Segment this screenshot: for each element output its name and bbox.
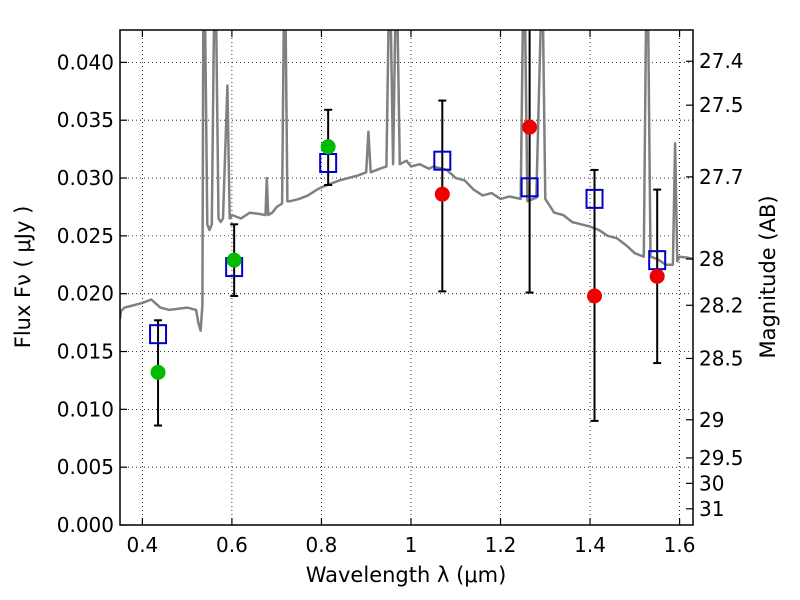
plot-area	[120, 30, 693, 427]
y-tick-label: 0.000	[57, 513, 114, 537]
y-tick-label: 0.010	[57, 397, 114, 421]
y-tick-label: 0.040	[57, 50, 114, 74]
right-tick-label: 28	[699, 247, 724, 271]
y-tick-label: 0.020	[57, 282, 114, 306]
y-tick-label: 0.005	[57, 455, 114, 479]
model-flux-square	[149, 324, 168, 345]
y-axis-label: Flux Fν ( μJy )	[11, 206, 35, 349]
right-tick-label: 28.5	[699, 346, 744, 370]
observed-flux-point	[320, 139, 336, 155]
y-tick-label: 0.025	[57, 224, 114, 248]
observed-flux-point	[587, 288, 603, 304]
right-tick-label: 27.4	[699, 49, 744, 73]
observed-flux-point	[649, 268, 665, 284]
x-tick-label: 0.8	[306, 533, 338, 557]
y-tick-label: 0.030	[57, 166, 114, 190]
right-tick-label: 30	[699, 471, 724, 495]
x-tick-label: 1	[405, 533, 418, 557]
model-flux-square	[585, 188, 604, 209]
right-tick-label: 27.5	[699, 93, 744, 117]
x-tick-label: 1.4	[574, 533, 606, 557]
x-tick-label: 0.6	[216, 533, 248, 557]
x-tick-label: 1.6	[664, 533, 696, 557]
x-axis-label: Wavelength λ (μm)	[306, 563, 507, 587]
observed-flux-point	[434, 186, 450, 202]
y-tick-label: 0.015	[57, 340, 114, 364]
model-flux-square	[520, 177, 539, 198]
right-axis-label: Magnitude (AB)	[756, 195, 780, 358]
x-tick-label: 1.2	[485, 533, 517, 557]
x-tick-label: 0.4	[126, 533, 158, 557]
plot-frame	[119, 29, 694, 526]
y-tick-label: 0.035	[57, 108, 114, 132]
axis-ticks: 0.4 0.6 0.8 1 1.2 1.4 1.6 0.000 0.005 0.010 0.015 0…	[57, 30, 744, 557]
right-tick-label: 27.7	[699, 165, 744, 189]
sed-template-line	[120, 30, 693, 332]
right-tick-label: 29	[699, 408, 724, 432]
model-flux-square	[433, 150, 452, 171]
observed-flux-point	[150, 364, 166, 380]
observed-flux-point	[226, 252, 242, 268]
right-tick-label: 28.2	[699, 293, 744, 317]
right-tick-label: 31	[699, 497, 724, 521]
observed-flux-point	[522, 119, 538, 135]
right-tick-label: 29.5	[699, 446, 744, 470]
grid	[120, 30, 693, 526]
